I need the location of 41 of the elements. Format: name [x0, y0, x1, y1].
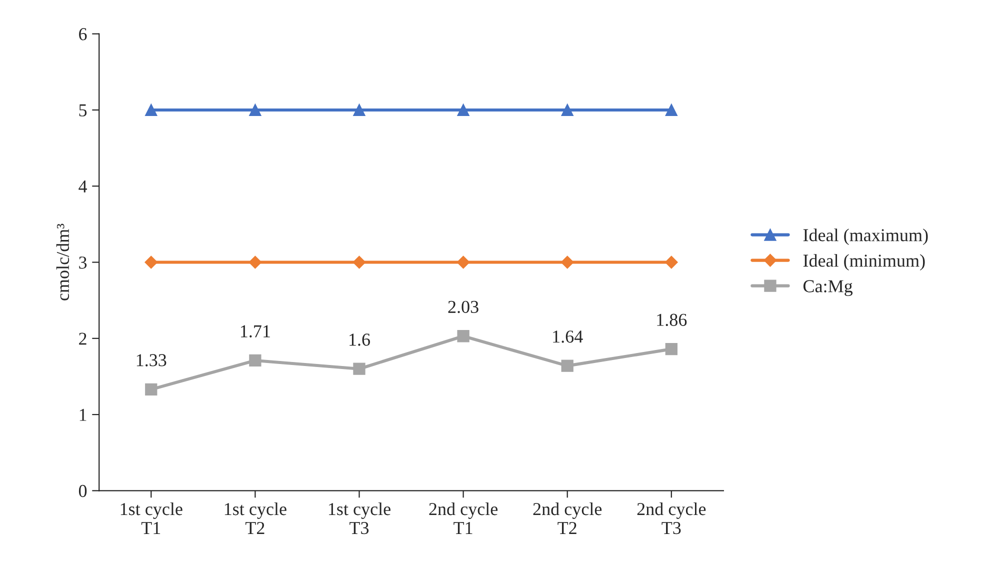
point	[248, 256, 262, 269]
y-tick-label: 2	[79, 332, 86, 345]
x-tick-label: 1st cycle T1	[120, 502, 182, 534]
data-label: 1.64	[553, 330, 583, 343]
point	[665, 342, 678, 356]
y-tick-label: 0	[78, 484, 87, 498]
point	[561, 104, 574, 116]
y-tick-label: 1	[80, 408, 86, 421]
data-label: 1.33	[136, 354, 166, 366]
y-tick-label: 6	[79, 28, 87, 40]
point	[665, 104, 678, 116]
y-axis-title: cmolc/dm³	[56, 224, 70, 300]
point	[249, 354, 262, 367]
data-label: 1.71	[240, 325, 270, 338]
legend-label: Ca:Mg	[803, 280, 853, 296]
y-tick-label: 5	[79, 104, 87, 116]
point	[560, 256, 574, 269]
x-tick-label: 1st cycle T2	[224, 502, 286, 534]
data-label: 2.03	[448, 300, 478, 314]
x-tick-label: 2nd cycle T2	[533, 502, 602, 534]
point	[145, 104, 158, 116]
point	[457, 330, 470, 342]
point	[664, 256, 678, 269]
point	[352, 256, 366, 269]
data-label: 1.86	[657, 314, 687, 326]
x-tick-label: 2nd cycle T1	[429, 502, 498, 534]
legend-label: Ideal (minimum)	[803, 254, 925, 270]
point	[457, 104, 470, 116]
x-tick-label: 2nd cycle T3	[637, 502, 706, 534]
point	[561, 360, 574, 372]
point	[144, 256, 158, 269]
y-tick-label: 4	[78, 180, 88, 192]
point	[353, 362, 366, 375]
point	[353, 104, 366, 116]
legend-label: Ideal (maximum)	[803, 228, 928, 245]
point	[249, 104, 262, 116]
data-label: 1.6	[350, 334, 370, 346]
x-tick-label: 1st cycle T3	[328, 502, 390, 534]
y-tick-label: 3	[79, 256, 87, 269]
point	[145, 383, 158, 396]
point	[456, 256, 470, 269]
